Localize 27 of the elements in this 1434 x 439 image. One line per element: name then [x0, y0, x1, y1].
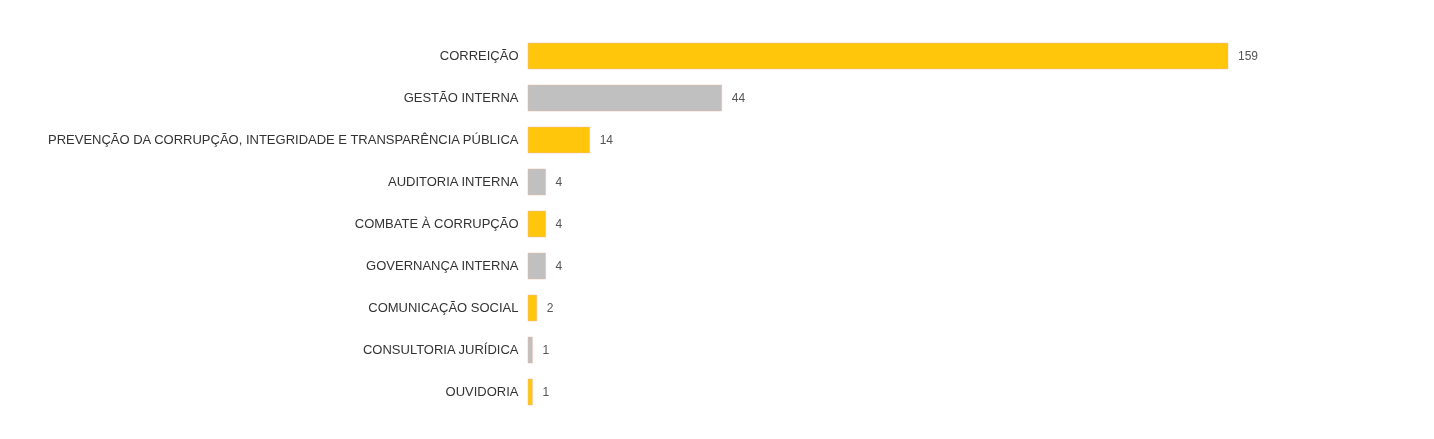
bar [527, 378, 533, 406]
bar [527, 168, 546, 196]
data-label: 159 [1238, 49, 1259, 63]
y-tick-label: GOVERNANÇA INTERNA [366, 258, 519, 273]
bar [527, 84, 722, 112]
y-tick-label: CORREIÇÃO [439, 48, 519, 63]
bar [527, 126, 590, 154]
data-label: 44 [731, 91, 746, 105]
bar [527, 252, 546, 280]
data-label: 14 [599, 133, 614, 147]
bar [527, 210, 546, 238]
y-tick-label: GESTÃO INTERNA [403, 90, 519, 105]
y-tick-label: COMUNICAÇÃO SOCIAL [368, 300, 519, 315]
bar [527, 294, 538, 322]
y-tick-label: PREVENÇÃO DA CORRUPÇÃO, INTEGRIDADE E TRANSPARÊNCIA PÚBLICA [47, 132, 519, 147]
y-tick-label: COMBATE À CORRUPÇÃO [354, 216, 519, 231]
data-label: 4 [555, 259, 563, 273]
y-tick-label: AUDITORIA INTERNA [387, 174, 519, 189]
data-label: 2 [546, 301, 554, 315]
data-label: 4 [555, 175, 563, 189]
y-tick-label: CONSULTORIA JURÍDICA [362, 342, 519, 357]
data-label: 1 [542, 385, 550, 399]
bar [527, 336, 533, 364]
data-label: 1 [542, 343, 550, 357]
y-tick-label: OUVIDORIA [445, 384, 519, 399]
data-label: 4 [555, 217, 563, 231]
bar [527, 42, 1229, 70]
